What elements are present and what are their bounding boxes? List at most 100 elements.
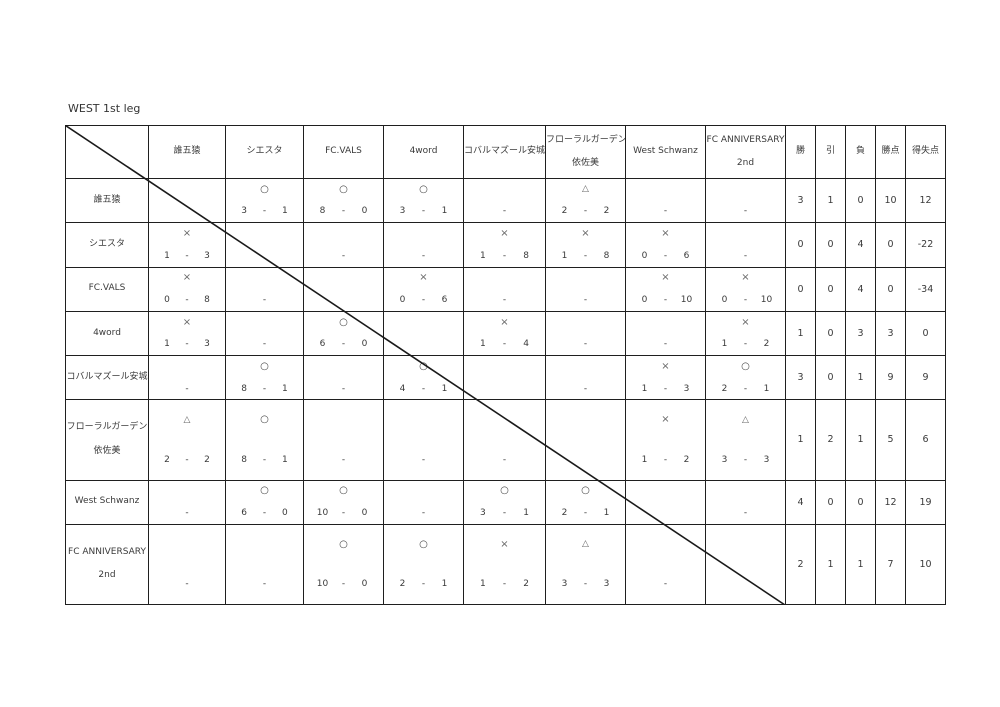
stat-cell: 12 — [875, 479, 906, 525]
win-circle-symbol: ○ — [260, 485, 269, 497]
score-line: 2 - 2 — [547, 201, 625, 222]
team-row-header: シエスタ — [65, 222, 149, 268]
score-home: 0 — [721, 295, 728, 306]
score-away: 0 — [361, 206, 368, 217]
empty-symbol-line — [627, 525, 705, 564]
score-dash: - — [341, 507, 346, 518]
result-cell-content: - — [707, 180, 785, 222]
corner-cell — [65, 125, 149, 179]
result-cell: × 1 - 3 — [625, 355, 706, 401]
column-header-team: FC.VALS — [303, 125, 384, 179]
score-dash: - — [502, 250, 507, 261]
result-cell-content: - — [305, 224, 383, 266]
page-title: WEST 1st leg — [68, 102, 141, 115]
unplayed-dash: - — [262, 295, 267, 306]
result-cell: × 1 - 2 — [705, 310, 786, 357]
result-cell: ○ 3 - 1 — [383, 177, 464, 224]
result-cell: ○ 3 - 1 — [463, 479, 546, 525]
team-row-header: West Schwanz — [65, 479, 149, 525]
label-line: 依佐美 — [571, 158, 599, 168]
stat-cell: 1 — [785, 310, 816, 357]
result-cell: × 1 - 2 — [625, 399, 706, 481]
result-cell: - — [705, 222, 786, 268]
result-cell-content: - — [227, 268, 303, 310]
stat-cell: 2 — [785, 523, 816, 606]
score-home: 1 — [479, 250, 486, 261]
score-line: 10 - 0 — [305, 502, 383, 523]
result-cell-content: - — [627, 180, 705, 222]
team-row: シエスタ × 1-3- - × 1-8 × 1-8 × 0-6-0 0 4 0 -22 — [65, 222, 946, 268]
win-circle-symbol: ○ — [339, 538, 348, 550]
unplayed-dash: - — [185, 383, 189, 394]
score-line: 1 - 2 — [627, 440, 705, 479]
symbol-line: × — [707, 312, 785, 333]
stat-cell: -34 — [905, 266, 946, 312]
unplayed-dash: - — [583, 383, 588, 394]
self-match-cell — [383, 310, 464, 357]
score-line: 8 - 1 — [227, 440, 303, 479]
score-away: 1 — [281, 206, 288, 217]
result-cell: - — [625, 310, 706, 357]
score-line: 1 - 8 — [465, 245, 545, 266]
score-away: 3 — [683, 383, 690, 394]
score-line: 8 - 1 — [227, 378, 303, 399]
result-cell: ○ 10 - 0 — [303, 479, 384, 525]
score-dash: - — [262, 454, 267, 465]
score-away: 1 — [763, 383, 770, 394]
result-cell: - — [383, 479, 464, 525]
stat-cell: 1 — [785, 399, 816, 481]
score-dash: - — [743, 383, 748, 394]
stat-cell: 3 — [785, 355, 816, 401]
result-cell: - — [705, 479, 786, 525]
column-header-stat: 得失点 — [905, 125, 946, 179]
result-cell-content: × 1 - 4 — [465, 312, 545, 354]
symbol-line: ○ — [305, 481, 383, 502]
result-cell: - — [705, 177, 786, 224]
label-line: FC.VALS — [88, 283, 126, 294]
result-cell-content: ○ 6 - 0 — [305, 312, 383, 354]
score-line: 1 - 3 — [150, 333, 225, 354]
score-line: 1 - 3 — [627, 378, 705, 399]
score-away: 1 — [441, 206, 448, 217]
label-line: West Schwanz — [633, 146, 698, 157]
score-home: 3 — [721, 454, 728, 465]
symbol-line: ○ — [227, 401, 303, 440]
result-cell: × 1 - 8 — [545, 222, 626, 268]
score-home: 6 — [319, 339, 326, 350]
symbol-line: ○ — [385, 525, 463, 564]
win-circle-symbol: ○ — [339, 485, 348, 497]
score-line: 2 - 1 — [547, 502, 625, 523]
result-cell: - — [225, 266, 304, 312]
score-away: 6 — [683, 250, 690, 261]
column-header-team: シエスタ — [225, 125, 304, 179]
empty-symbol-line — [305, 224, 383, 245]
score-home: 8 — [241, 383, 248, 394]
score-home: 3 — [561, 579, 568, 590]
score-dash: - — [185, 339, 189, 350]
result-cell: ○ 4 - 1 — [383, 355, 464, 401]
result-cell-content: × 0 - 6 — [385, 268, 463, 310]
score-line: 8 - 0 — [305, 201, 383, 222]
score-dash: - — [341, 206, 346, 217]
column-header-stat: 負 — [845, 125, 876, 179]
score-line: 6 - 0 — [305, 333, 383, 354]
symbol-line: × — [627, 401, 705, 440]
win-circle-symbol: ○ — [260, 414, 269, 426]
score-dash: - — [421, 383, 426, 394]
score-dash: - — [743, 339, 748, 350]
draw-triangle-symbol: △ — [582, 184, 589, 195]
score-away: 2 — [603, 206, 610, 217]
symbol-line: × — [627, 224, 705, 245]
score-away: 8 — [523, 250, 530, 261]
stat-cell: 6 — [905, 399, 946, 481]
result-cell-content: - — [547, 268, 625, 310]
score-line: 3 - 3 — [547, 564, 625, 603]
stat-cell: 1 — [815, 177, 846, 224]
score-home: 2 — [561, 507, 568, 518]
score-home: 1 — [479, 579, 486, 590]
symbol-line: ○ — [305, 312, 383, 333]
result-cell-content: × 0 - 10 — [627, 268, 705, 310]
unplayed-dash: - — [421, 507, 426, 518]
result-cell: △ 2 - 2 — [545, 177, 626, 224]
result-cell-content: ○ 3 - 1 — [227, 180, 303, 222]
